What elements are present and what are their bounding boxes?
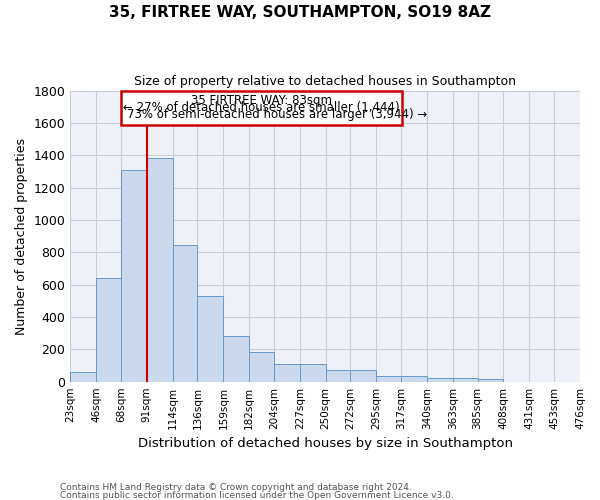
Text: 73% of semi-detached houses are larger (3,944) →: 73% of semi-detached houses are larger (… — [127, 108, 427, 122]
Bar — [300, 364, 326, 382]
Bar — [427, 378, 453, 382]
Bar — [147, 158, 173, 382]
Bar — [70, 372, 96, 382]
Bar — [478, 380, 503, 382]
Bar — [274, 364, 300, 382]
Bar — [173, 245, 197, 382]
X-axis label: Distribution of detached houses by size in Southampton: Distribution of detached houses by size … — [137, 437, 512, 450]
Bar — [223, 336, 249, 382]
Y-axis label: Number of detached properties: Number of detached properties — [15, 138, 28, 334]
Title: Size of property relative to detached houses in Southampton: Size of property relative to detached ho… — [134, 75, 516, 88]
Text: Contains public sector information licensed under the Open Government Licence v3: Contains public sector information licen… — [60, 491, 454, 500]
Bar — [350, 370, 376, 382]
Bar — [249, 352, 274, 382]
Bar — [401, 376, 427, 382]
FancyBboxPatch shape — [121, 90, 402, 124]
Bar — [326, 370, 350, 382]
Text: 35, FIRTREE WAY, SOUTHAMPTON, SO19 8AZ: 35, FIRTREE WAY, SOUTHAMPTON, SO19 8AZ — [109, 5, 491, 20]
Bar — [96, 278, 121, 382]
Text: 35 FIRTREE WAY: 83sqm: 35 FIRTREE WAY: 83sqm — [191, 94, 332, 107]
Bar — [197, 296, 223, 382]
Bar — [121, 170, 147, 382]
Text: ← 27% of detached houses are smaller (1,444): ← 27% of detached houses are smaller (1,… — [123, 101, 400, 114]
Bar — [453, 378, 478, 382]
Bar — [376, 376, 401, 382]
Text: Contains HM Land Registry data © Crown copyright and database right 2024.: Contains HM Land Registry data © Crown c… — [60, 484, 412, 492]
